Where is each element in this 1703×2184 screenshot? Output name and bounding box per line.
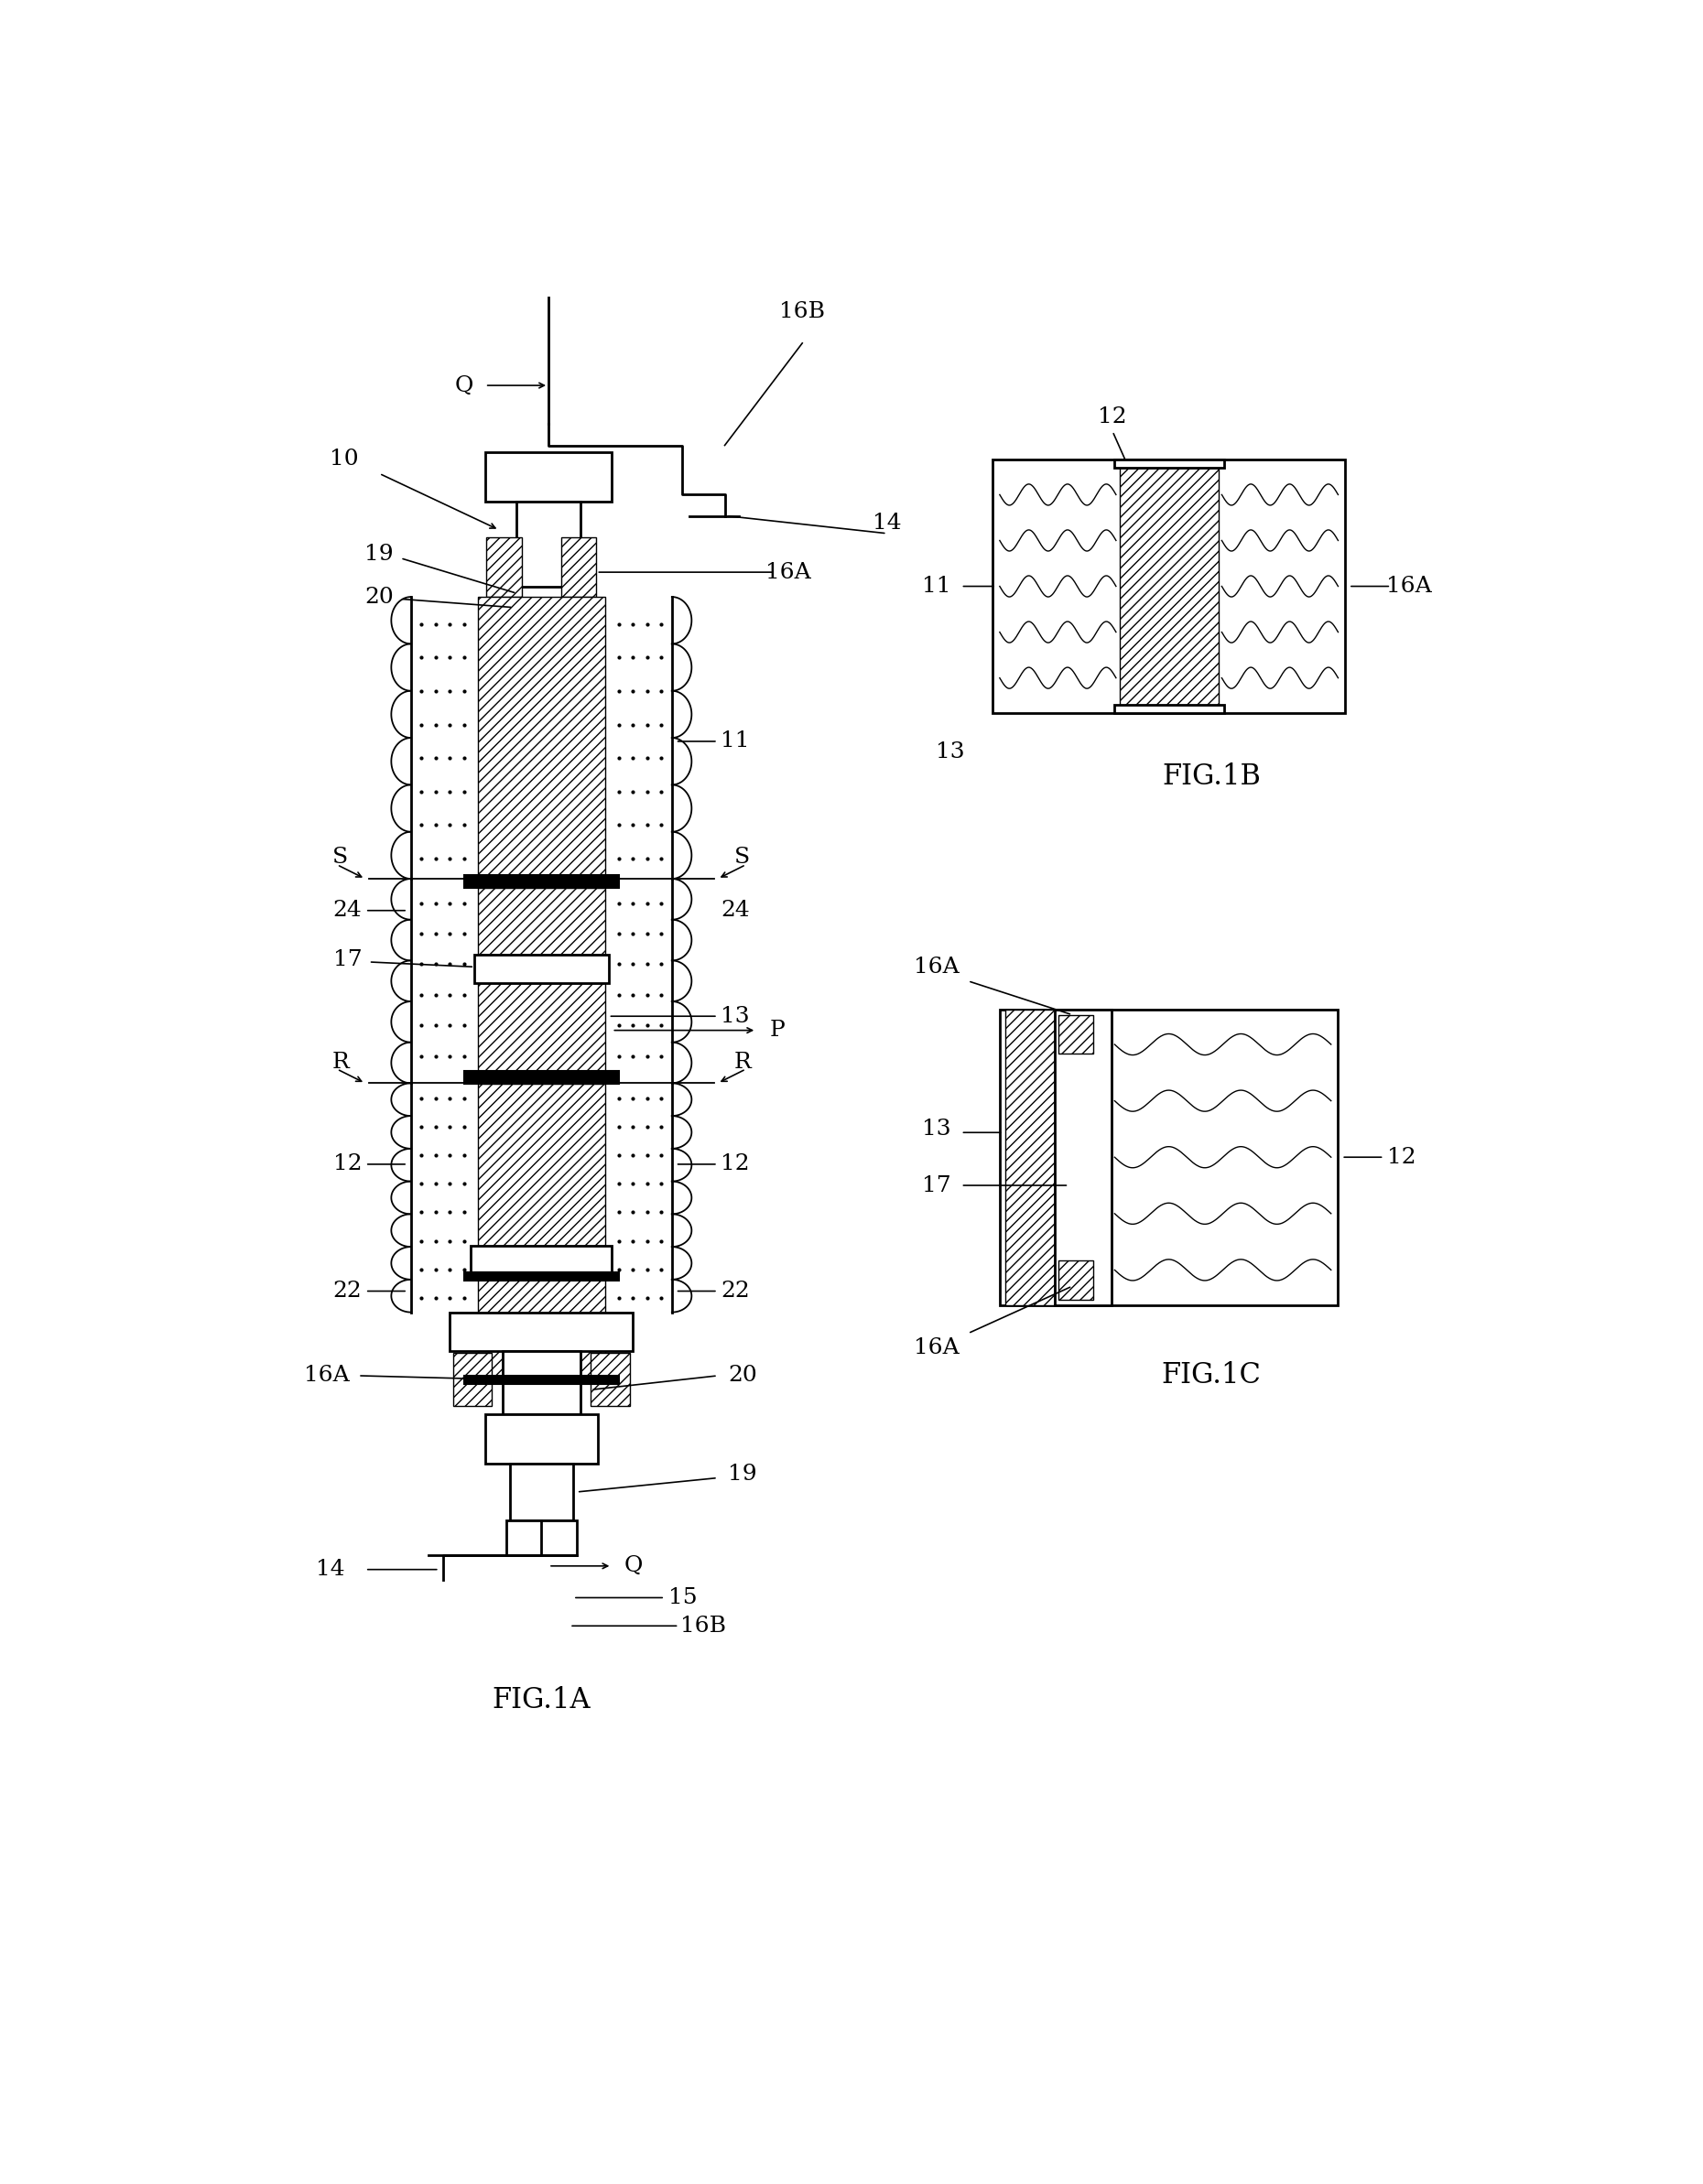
Bar [1058,1260,1093,1299]
Text: 12: 12 [1386,1147,1415,1168]
Text: 12: 12 [1098,406,1127,428]
Text: 10: 10 [330,450,359,470]
Bar [1114,705,1224,714]
Text: 16B: 16B [780,301,826,321]
Bar [479,889,605,954]
Bar [479,1083,605,1247]
Text: R: R [734,1051,751,1072]
Text: 13: 13 [937,740,966,762]
Text: 19: 19 [727,1463,756,1485]
Text: 24: 24 [720,900,749,922]
Text: 14: 14 [315,1559,344,1579]
Text: 11: 11 [720,732,749,751]
Bar [1000,1009,1339,1306]
Text: R: R [332,1051,349,1072]
Bar [1119,459,1218,714]
Text: 16B: 16B [681,1616,727,1636]
Bar [1054,1009,1110,1306]
Text: 22: 22 [720,1280,749,1302]
Bar [453,1354,492,1406]
Bar [463,1271,618,1280]
Bar [1114,459,1224,467]
Text: 17: 17 [921,1175,950,1197]
Bar [487,537,521,596]
Text: 11: 11 [921,577,950,596]
Bar [463,876,618,889]
Bar [1058,1016,1093,1053]
Bar [591,1354,630,1406]
Text: Q: Q [455,376,473,395]
Text: 20: 20 [364,585,393,607]
Text: 12: 12 [334,1153,363,1175]
Text: 24: 24 [334,900,363,922]
Bar [516,502,581,585]
Text: 16A: 16A [913,1337,959,1358]
Text: 16A: 16A [303,1365,349,1387]
Bar [479,954,605,983]
Text: 16A: 16A [1386,577,1431,596]
Text: P: P [770,1020,785,1042]
Text: 12: 12 [720,1153,749,1175]
Bar [485,452,611,502]
Bar [993,459,1345,714]
Text: S: S [332,847,349,869]
Text: 20: 20 [727,1365,756,1387]
Bar [463,1376,618,1385]
Bar [502,1352,581,1415]
Text: 14: 14 [872,513,901,533]
Bar [479,983,605,1075]
Bar [472,1247,611,1273]
Text: 19: 19 [364,544,393,566]
Bar [475,954,608,983]
Bar [463,1070,618,1083]
Text: Q: Q [623,1555,642,1577]
Text: 17: 17 [334,950,363,970]
Bar [479,1273,605,1380]
Text: 22: 22 [334,1280,363,1302]
Bar [485,1415,598,1463]
Text: 13: 13 [921,1118,950,1140]
Bar [1005,1009,1054,1306]
Text: 13: 13 [720,1005,749,1026]
Text: FIG.1C: FIG.1C [1161,1361,1260,1389]
Bar [450,1313,634,1352]
Text: 16A: 16A [913,957,959,978]
Text: 16A: 16A [765,561,811,583]
Text: FIG.1A: FIG.1A [492,1686,591,1714]
Text: 15: 15 [668,1588,697,1607]
Bar [506,1520,577,1555]
Bar [479,596,605,878]
Bar [562,537,596,596]
Text: S: S [734,847,751,869]
Text: FIG.1B: FIG.1B [1161,762,1260,791]
Bar [509,1463,574,1520]
